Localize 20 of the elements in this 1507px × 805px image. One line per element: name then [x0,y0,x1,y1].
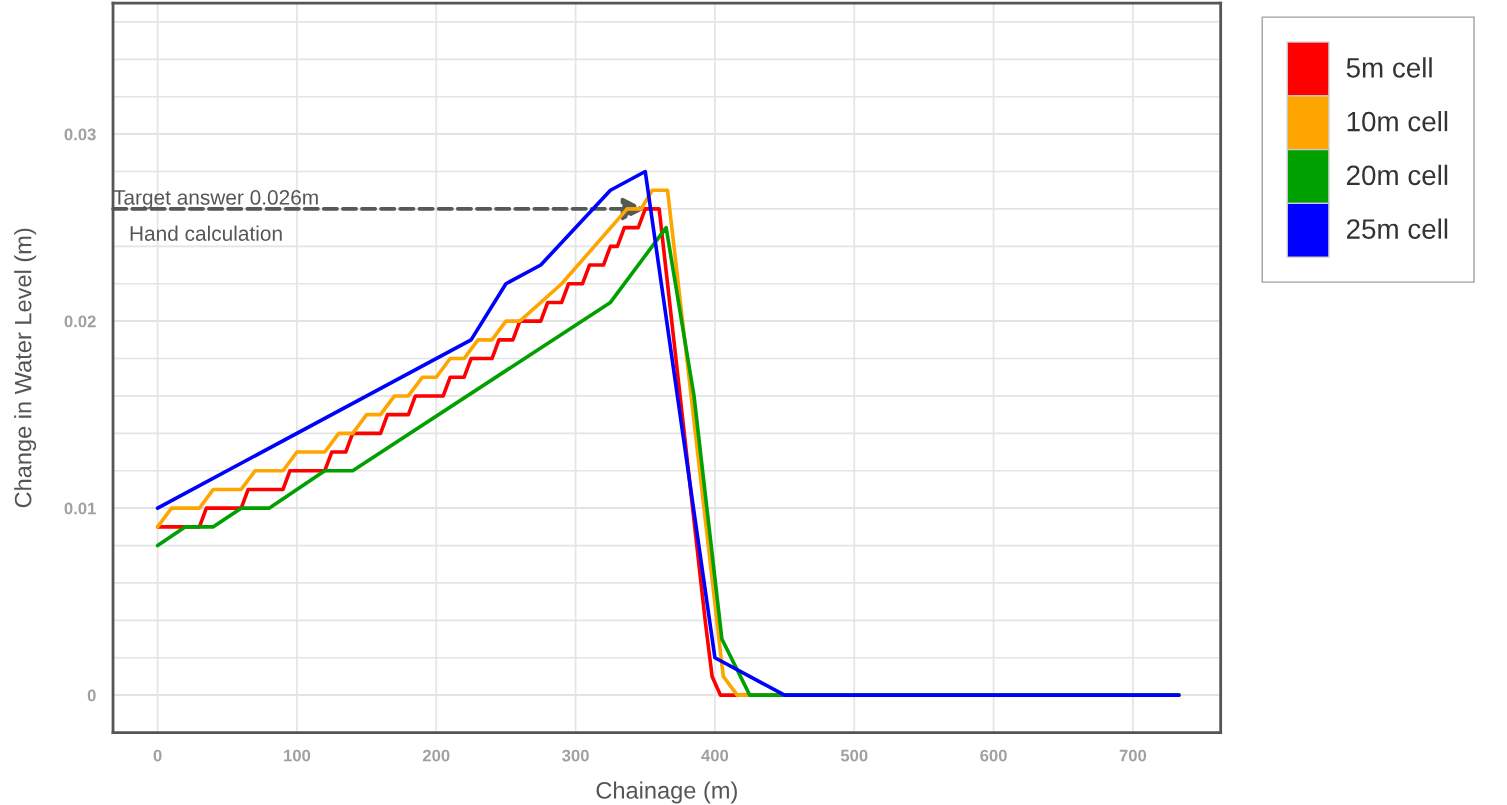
legend-label: 5m cell [1346,57,1432,78]
y-tick-label: 0 [87,689,96,702]
x-tick-label: 100 [284,749,311,762]
x-tick-label: 600 [980,749,1007,762]
x-tick-label: 500 [840,749,868,762]
x-tick-label: 400 [701,749,729,762]
y-tick-label: 0.03 [64,128,96,141]
legend-label: 25m cell [1346,218,1448,239]
legend-label: 20m cell [1346,164,1448,186]
x-axis-title: Chainage (m) [596,781,737,804]
x-tick-label: 200 [422,749,450,762]
annotation: Hand calculation [130,225,282,241]
y-tick-label: 0.01 [64,502,96,515]
legend-label: 10m cell [1347,111,1448,132]
y-axis-title: Change in Water Level (m) [14,228,37,508]
y-tick-label: 0.02 [64,315,96,328]
x-tick-label: 300 [562,749,589,762]
x-tick-label: 700 [1119,749,1147,762]
annotation: Target answer 0.026m [113,190,318,209]
x-tick-label: 0 [153,749,162,762]
